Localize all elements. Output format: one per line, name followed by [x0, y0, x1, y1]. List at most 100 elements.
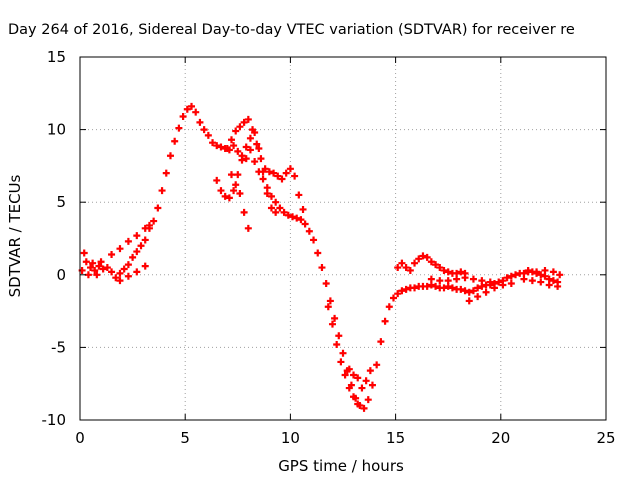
data-point	[217, 143, 225, 151]
data-point	[301, 220, 309, 228]
data-point	[394, 264, 402, 272]
data-point	[339, 349, 347, 357]
data-point	[377, 338, 385, 346]
data-point	[322, 280, 330, 288]
data-point	[427, 258, 435, 266]
data-point	[324, 303, 332, 311]
data-point	[278, 175, 286, 183]
data-point	[227, 171, 235, 179]
x-tick-label: 20	[491, 429, 510, 447]
data-point	[141, 262, 149, 270]
data-point	[137, 242, 145, 250]
data-point	[335, 332, 343, 340]
data-point	[150, 217, 158, 225]
data-point	[272, 198, 280, 206]
data-point	[423, 282, 431, 290]
data-point	[533, 268, 541, 276]
y-tick-label: -10	[42, 411, 67, 429]
data-point	[120, 265, 128, 273]
data-point	[124, 237, 132, 245]
data-point	[364, 396, 372, 404]
data-point	[398, 259, 406, 267]
data-point	[209, 139, 217, 147]
data-point	[465, 288, 473, 296]
data-point	[549, 268, 557, 276]
data-point	[362, 377, 370, 385]
data-point	[465, 297, 473, 305]
data-points	[78, 102, 564, 412]
data-point	[133, 248, 141, 256]
data-point	[97, 258, 105, 266]
data-point	[112, 274, 120, 282]
data-point	[257, 155, 265, 163]
data-point	[145, 221, 153, 229]
data-point	[354, 400, 362, 408]
data-point	[276, 204, 284, 212]
data-point	[333, 340, 341, 348]
data-point	[284, 211, 292, 219]
y-axis: -10 -5 0 5 10 15	[42, 48, 606, 429]
data-point	[124, 272, 132, 280]
data-point	[415, 255, 423, 263]
data-point	[406, 266, 414, 274]
data-point	[461, 274, 469, 282]
data-point	[236, 123, 244, 131]
data-point	[453, 275, 461, 283]
data-point	[337, 358, 345, 366]
data-point	[432, 261, 440, 269]
y-tick-label: 5	[56, 193, 66, 211]
data-point	[246, 134, 254, 142]
data-point	[240, 118, 248, 126]
data-point	[166, 152, 174, 160]
data-point	[350, 371, 358, 379]
x-axis: 0 5 10 15 20 25	[75, 57, 616, 447]
data-point	[402, 264, 410, 272]
data-point	[457, 268, 465, 276]
data-point	[234, 171, 242, 179]
data-point	[188, 102, 196, 110]
data-point	[234, 147, 242, 155]
data-point	[381, 317, 389, 325]
data-point	[95, 262, 103, 270]
data-point	[213, 176, 221, 184]
data-point	[223, 144, 231, 152]
data-point	[448, 284, 456, 292]
data-point	[444, 277, 452, 285]
data-point	[537, 278, 545, 286]
data-point	[171, 137, 179, 145]
data-point	[192, 108, 200, 116]
data-point	[253, 140, 261, 148]
data-point	[297, 216, 305, 224]
data-point	[495, 278, 503, 286]
data-point	[490, 284, 498, 292]
data-point	[251, 158, 259, 166]
data-point	[394, 290, 402, 298]
data-point	[249, 126, 257, 134]
data-point	[272, 208, 280, 216]
data-point	[350, 393, 358, 401]
data-point	[358, 384, 366, 392]
data-point	[360, 404, 368, 412]
data-point	[225, 194, 233, 202]
data-point	[402, 285, 410, 293]
data-point	[423, 253, 431, 261]
data-point	[204, 131, 212, 139]
data-point	[469, 287, 477, 295]
data-point	[524, 266, 532, 274]
data-point	[289, 213, 297, 221]
data-point	[528, 277, 536, 285]
data-point	[291, 172, 299, 180]
data-point	[328, 320, 336, 328]
data-point	[282, 169, 290, 177]
data-point	[129, 253, 137, 261]
data-point	[411, 284, 419, 292]
data-point	[244, 224, 252, 232]
data-point	[175, 124, 183, 132]
data-point	[230, 142, 238, 150]
y-tick-label: 10	[47, 121, 66, 139]
data-point	[82, 258, 90, 266]
x-tick-label: 0	[75, 429, 85, 447]
data-point	[255, 144, 263, 152]
x-tick-label: 10	[281, 429, 300, 447]
data-point	[141, 236, 149, 244]
